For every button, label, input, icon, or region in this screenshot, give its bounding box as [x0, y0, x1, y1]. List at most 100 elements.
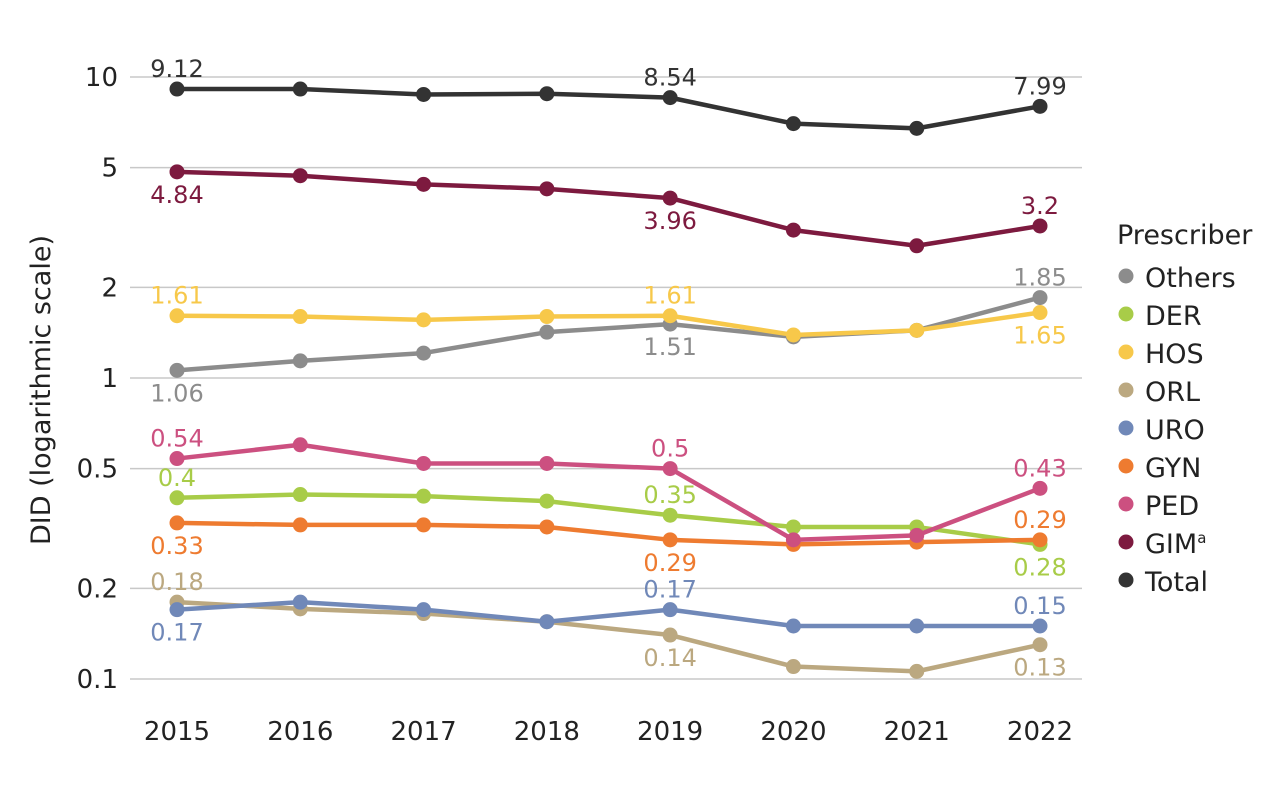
data-point [169, 515, 185, 531]
legend-marker [1118, 420, 1134, 436]
data-label: 0.43 [1013, 454, 1066, 482]
data-label: 0.33 [150, 532, 203, 560]
data-point [909, 663, 925, 679]
data-point [292, 81, 308, 97]
legend-marker [1118, 382, 1134, 398]
y-tick-label: 2 [101, 273, 118, 303]
series-group [169, 81, 1048, 679]
data-point [1032, 532, 1048, 548]
data-point [292, 437, 308, 453]
x-tick-label: 2020 [760, 717, 826, 747]
data-point [539, 324, 555, 340]
legend-marker [1118, 534, 1134, 550]
data-label: 0.14 [643, 644, 696, 672]
series-line [177, 86, 1041, 131]
series-line [176, 169, 1041, 249]
data-point [539, 455, 555, 471]
legend-label: DER [1145, 301, 1202, 332]
data-point [169, 490, 185, 506]
legend-label: Total [1144, 567, 1208, 598]
data-label: 0.18 [150, 568, 203, 596]
series-der [169, 487, 1048, 552]
data-point [785, 532, 801, 548]
data-point [416, 517, 432, 533]
data-point [1032, 637, 1048, 653]
data-point [416, 345, 432, 361]
data-point [292, 309, 308, 325]
x-tick-label: 2016 [267, 717, 333, 747]
data-point [909, 322, 925, 338]
y-tick-label: 0.5 [77, 455, 118, 485]
data-label: 1.85 [1013, 264, 1066, 292]
x-axis-ticks: 2015 2016 2017 2018 2019 2020 2021 2022 [144, 717, 1073, 747]
legend-label: GYN [1145, 453, 1201, 484]
data-point [1032, 98, 1048, 114]
data-labels: 1.06 1.51 1.85 0.4 0.35 0.28 1.61 1.61 1.65 0.18 0… [150, 55, 1066, 682]
data-point [785, 659, 801, 675]
data-point [416, 312, 432, 328]
data-point [662, 190, 678, 206]
data-point [785, 116, 801, 132]
y-tick-label: 10 [85, 63, 118, 93]
data-label: 8.54 [643, 64, 696, 92]
data-label: 0.17 [643, 576, 696, 604]
data-point [292, 517, 308, 533]
data-point [539, 614, 555, 630]
data-point [662, 627, 678, 643]
data-label: 0.5 [651, 435, 689, 463]
data-point [909, 120, 925, 136]
data-label: 1.65 [1013, 322, 1066, 350]
y-tick-label: 5 [101, 154, 118, 184]
data-label: 0.17 [150, 619, 203, 647]
legend-item-uro: URO [1118, 415, 1205, 446]
data-point [1032, 305, 1048, 321]
data-point [662, 507, 678, 523]
data-label: 3.96 [643, 207, 696, 235]
legend-item-orl: ORL [1118, 377, 1200, 408]
series-line [176, 520, 1041, 547]
data-point [539, 493, 555, 509]
legend-item-ped: PED [1118, 491, 1199, 522]
x-tick-label: 2022 [1007, 717, 1073, 747]
data-point [292, 168, 308, 184]
data-label: 1.06 [150, 379, 203, 407]
legend-label: HOS [1145, 339, 1204, 370]
data-label: 0.54 [150, 425, 203, 453]
legend-item-gim: GIMa [1118, 529, 1206, 560]
data-point [662, 602, 678, 618]
data-point [785, 327, 801, 343]
y-tick-label: 0.2 [77, 574, 118, 604]
x-tick-label: 2017 [390, 717, 456, 747]
data-point [169, 451, 185, 467]
series-ped [169, 437, 1048, 548]
data-point [1032, 618, 1048, 634]
series-total [169, 81, 1048, 136]
series-line [176, 310, 1041, 338]
legend-label: ORL [1145, 377, 1200, 408]
data-point [292, 594, 308, 610]
data-point [169, 362, 185, 378]
data-label: 3.2 [1021, 192, 1059, 220]
data-point [169, 602, 185, 618]
legend-label: Others [1145, 263, 1236, 294]
series-line [176, 442, 1041, 543]
legend-item-total: Total [1118, 567, 1208, 598]
series-uro [169, 594, 1048, 634]
x-tick-label: 2018 [514, 717, 580, 747]
data-label: 0.29 [643, 549, 696, 577]
legend-marker [1118, 458, 1134, 474]
data-point [785, 222, 801, 238]
series-line [176, 599, 1041, 674]
x-tick-label: 2019 [637, 717, 703, 747]
data-point [662, 308, 678, 324]
data-label: 1.61 [150, 282, 203, 310]
x-tick-label: 2021 [884, 717, 950, 747]
data-label: 1.51 [643, 333, 696, 361]
data-point [416, 86, 432, 102]
data-point [1032, 290, 1048, 306]
data-point [416, 176, 432, 192]
data-point [909, 238, 925, 254]
data-point [539, 309, 555, 325]
series-hos [169, 305, 1048, 343]
